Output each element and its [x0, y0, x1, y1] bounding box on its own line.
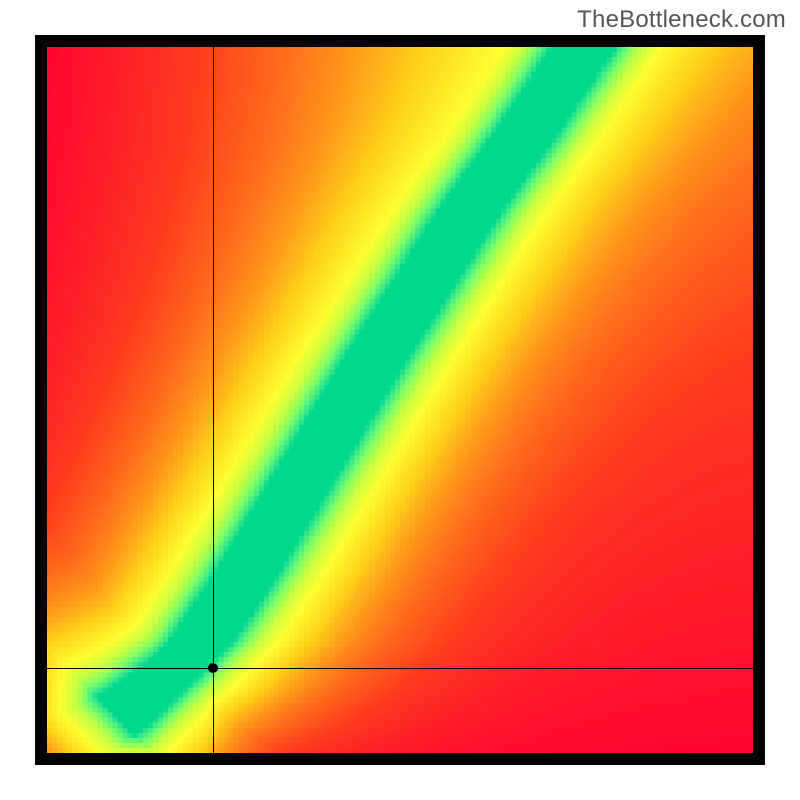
crosshair-marker — [208, 663, 218, 673]
crosshair-vertical — [213, 47, 214, 753]
crosshair-horizontal — [47, 668, 753, 669]
heatmap-canvas — [47, 47, 753, 753]
plot-frame — [35, 35, 765, 765]
figure-container: TheBottleneck.com — [0, 0, 800, 800]
watermark-text: TheBottleneck.com — [577, 6, 786, 34]
